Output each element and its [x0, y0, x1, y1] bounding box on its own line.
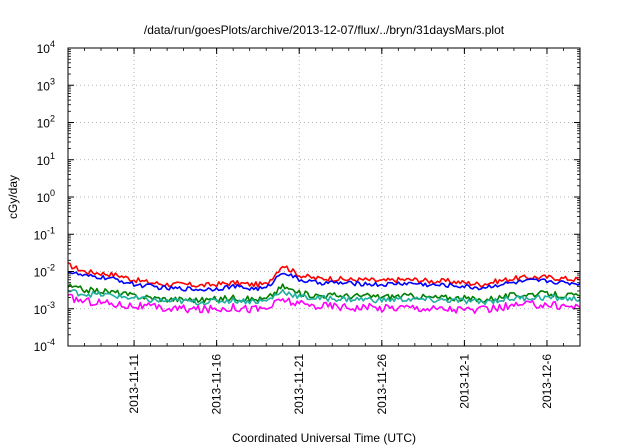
series-group [67, 262, 581, 315]
y-tick-label: 10-3 [34, 300, 55, 317]
y-tick-label: 10-2 [34, 263, 55, 280]
y-tick-label: 100 [37, 188, 55, 205]
x-axis-label: Coordinated Universal Time (UTC) [232, 431, 416, 445]
y-tick-label: 10-1 [34, 225, 55, 242]
x-tick-label: 2013-11-16 [210, 354, 224, 415]
series-line [67, 288, 581, 306]
y-tick-label: 103 [37, 76, 55, 93]
series-line [67, 283, 581, 304]
ticks-group [67, 47, 581, 347]
y-axis-label: cGy/day [6, 175, 20, 219]
x-tick-label: 2013-12-1 [457, 354, 471, 409]
labels-group: 10-4 10-3 10-2 10-1 100 101 102 103 104 2013-11-1… [34, 39, 554, 415]
y-tick-label: 104 [37, 39, 55, 56]
x-tick-label: 2013-11-11 [127, 354, 141, 414]
y-tick-label: 101 [37, 151, 55, 168]
series-line [67, 262, 581, 288]
y-tick-label: 102 [37, 114, 55, 131]
x-tick-label: 2013-12-6 [540, 354, 554, 409]
series-line [67, 293, 581, 315]
chart-title: /data/run/goesPlots/archive/2013-12-07/f… [144, 23, 505, 37]
x-tick-label: 2013-11-26 [375, 354, 389, 415]
x-tick-label: 2013-11-21 [292, 354, 306, 415]
series-line [67, 271, 581, 292]
y-tick-label: 10-4 [34, 337, 55, 354]
